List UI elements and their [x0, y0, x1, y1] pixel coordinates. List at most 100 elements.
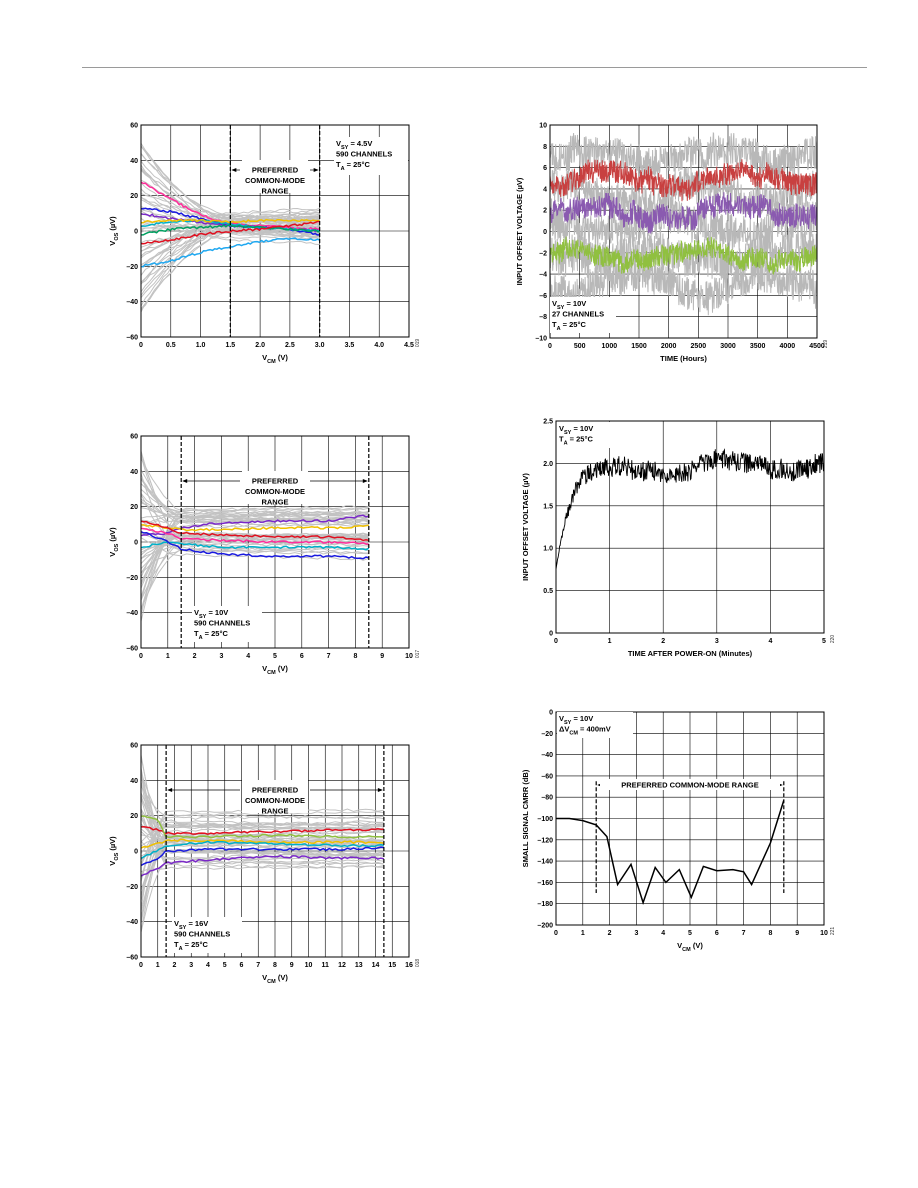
time-series — [550, 236, 817, 275]
x-tick-label: 12 — [338, 962, 346, 969]
y-tick-label: –20 — [126, 884, 138, 891]
range-label-bg — [242, 160, 308, 193]
channel-curve — [141, 519, 369, 527]
figure-number: 221 — [830, 927, 836, 936]
plot-data — [550, 132, 817, 316]
conditions-box — [192, 606, 262, 642]
plot-data — [556, 448, 824, 570]
y-tick-label: –120 — [537, 837, 553, 844]
conditions-box — [550, 297, 616, 333]
y-tick-label: 1.0 — [543, 546, 553, 553]
x-tick-label: 5 — [822, 638, 826, 645]
channel-curve — [141, 772, 384, 827]
y-tick-label: 0 — [543, 229, 547, 236]
highlighted-series — [556, 800, 785, 905]
channel-curve — [141, 478, 369, 517]
x-tick-label: 1 — [166, 653, 170, 660]
x-tick-label: 4500 — [809, 343, 825, 350]
channel-curve — [141, 207, 320, 285]
y-tick-label: 20 — [130, 813, 138, 820]
time-series — [550, 159, 817, 202]
grid — [555, 420, 825, 634]
channel-curve — [141, 785, 384, 817]
condition-text: VSY = 10V — [559, 714, 593, 726]
x-tick-label: 14 — [372, 962, 380, 969]
y-tick-label: 0 — [134, 849, 138, 856]
header-rule — [82, 67, 867, 68]
channel-curve — [141, 488, 369, 516]
condition-text: VSY = 16V — [174, 919, 208, 931]
x-tick-label: 5 — [223, 962, 227, 969]
channel-curve — [141, 142, 320, 238]
chart-vos-vs-vcm-16v: 0 1 2 3 4 5 6 7 8 9 10 11 12 13 14 15 16–60–40–200204060… — [108, 743, 421, 986]
chart-vos-vs-vcm-4v5: 0 0.5 1.0 1.5 2.0 2.5 3.0 3.5 4.0 4.5 –60 –40 –20 0 20… — [108, 123, 421, 366]
plot-data — [556, 800, 785, 905]
x-tick-label: 4000 — [780, 343, 796, 350]
x-tick-label: 16 — [405, 962, 413, 969]
y-tick-label: 2 — [543, 208, 547, 215]
highlighted-series — [141, 531, 369, 560]
plot-frame — [140, 124, 410, 338]
x-tick-label: 9 — [380, 653, 384, 660]
x-tick-label: 1500 — [631, 343, 647, 350]
time-series — [550, 192, 817, 234]
range-label: RANGE — [261, 187, 288, 196]
y-tick-label: 0.5 — [543, 588, 553, 595]
y-tick-label: –160 — [537, 880, 553, 887]
chart-vos-vs-vcm-10v: 0 1 2 3 4 5 6 7 8 9 10 –60 –40 –20 0 20 40 60 VCM (V) VOS (… — [108, 434, 421, 677]
y-tick-label: –140 — [537, 859, 553, 866]
condition-text: TA = 25°C — [552, 320, 586, 332]
highlighted-series — [141, 541, 370, 551]
highlighted-series — [141, 854, 385, 877]
x-tick-label: 0 — [139, 653, 143, 660]
x-tick-label: 3.5 — [345, 342, 355, 349]
range-arrowhead — [362, 479, 368, 483]
x-tick-label: 0.5 — [166, 342, 176, 349]
channel-curve — [141, 458, 369, 511]
x-tick-label: 1 — [608, 638, 612, 645]
figure-number: 018 — [415, 959, 421, 968]
x-tick-label: 13 — [355, 962, 363, 969]
y-tick-label: 20 — [130, 504, 138, 511]
channel-curve — [141, 483, 369, 519]
x-tick-label: 10 — [820, 930, 828, 937]
x-tick-label: 4 — [768, 638, 772, 645]
x-tick-label: 4.0 — [374, 342, 384, 349]
condition-text: 590 CHANNELS — [336, 150, 392, 159]
channel-curve — [141, 153, 320, 221]
x-tick-label: 8 — [273, 962, 277, 969]
time-series — [556, 448, 824, 570]
highlighted-series — [141, 846, 385, 867]
range-label-bg — [242, 780, 308, 813]
x-tick-label: 4.5 — [404, 342, 414, 349]
highlighted-series — [141, 224, 320, 236]
x-axis-label: VCM (V) — [262, 973, 288, 985]
y-axis-label: INPUT OFFSET VOLTAGE (µV) — [521, 473, 530, 581]
condition-text: 27 CHANNELS — [552, 310, 604, 319]
highlighted-series — [141, 220, 320, 245]
y-tick-label: 10 — [539, 123, 547, 130]
plot-frame — [140, 744, 410, 958]
x-tick-label: 0 — [548, 343, 552, 350]
y-axis-label: VOS (µV) — [108, 527, 120, 557]
plot-frame — [140, 435, 410, 649]
x-tick-label: 7 — [742, 930, 746, 937]
y-tick-label: –60 — [126, 646, 138, 653]
range-arrowhead — [313, 168, 319, 172]
range-label: PREFERRED — [252, 786, 299, 795]
range-label: RANGE — [261, 498, 288, 507]
x-tick-label: 2.5 — [285, 342, 295, 349]
x-tick-label: 7 — [256, 962, 260, 969]
x-tick-label: 3 — [634, 930, 638, 937]
x-tick-label: 7 — [327, 653, 331, 660]
x-tick-label: 3 — [219, 653, 223, 660]
x-tick-label: 10 — [405, 653, 413, 660]
x-tick-label: 8 — [353, 653, 357, 660]
conditions-box — [334, 137, 408, 175]
y-tick-label: –20 — [541, 731, 553, 738]
plot-data — [141, 450, 370, 622]
y-tick-label: 20 — [130, 193, 138, 200]
conditions-box — [172, 917, 242, 953]
x-tick-label: 5 — [273, 653, 277, 660]
y-tick-label: –10 — [535, 336, 547, 343]
